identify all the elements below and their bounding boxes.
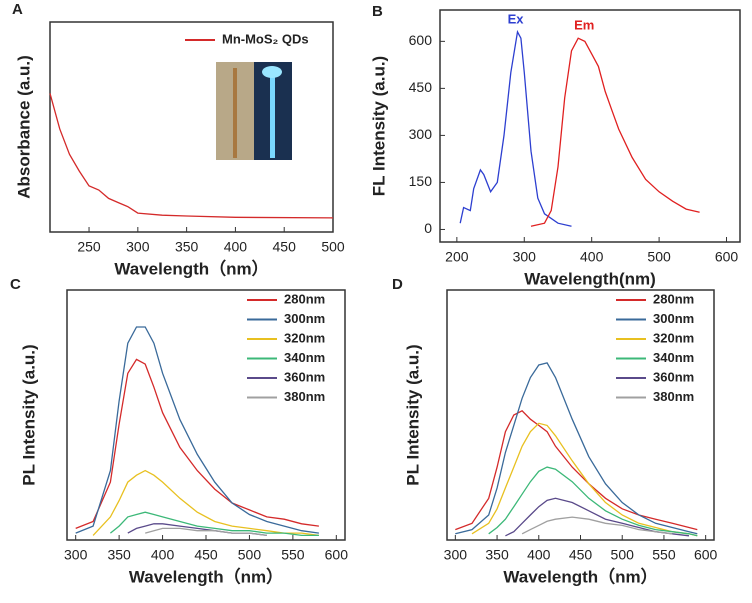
series-line (455, 362, 698, 535)
series-line (75, 358, 319, 530)
series-line (488, 466, 698, 537)
plot-frame (446, 289, 715, 541)
x-tick-label: 500 (321, 239, 345, 255)
legend-label: 300nm (284, 311, 325, 326)
y-tick-label: 0 (424, 220, 432, 236)
y-axis-label: PL Intensity (a.u.) (403, 344, 422, 485)
plot-frame (439, 9, 741, 243)
y-tick-label: 300 (409, 126, 433, 142)
legend-label: Mn-MoS₂ QDs (222, 31, 309, 46)
series-line (145, 527, 267, 537)
series-line (459, 29, 572, 227)
y-axis-label: Absorbance (a.u.) (14, 55, 33, 199)
y-tick-label: 150 (409, 173, 433, 189)
legend-label: 320nm (653, 330, 694, 345)
legend-label: 380nm (284, 389, 325, 404)
x-tick-label: 300 (513, 249, 537, 265)
panel-label: A (12, 1, 23, 18)
x-tick-label: 600 (325, 547, 349, 563)
x-tick-label: 250 (77, 239, 101, 255)
y-tick-label: 600 (409, 32, 433, 48)
x-tick-label: 550 (652, 547, 676, 563)
x-tick-label: 300 (444, 547, 468, 563)
x-tick-label: 450 (194, 547, 218, 563)
x-axis-label: Wavelength(nm) (524, 269, 656, 288)
x-axis-label: Wavelength（nm） (503, 566, 657, 586)
series-line (75, 326, 319, 534)
x-tick-label: 450 (273, 239, 297, 255)
legend-label: 300nm (653, 311, 694, 326)
legend-label: 320nm (284, 330, 325, 345)
plot-frame (66, 289, 346, 541)
panel-label: C (10, 276, 21, 293)
x-tick-label: 500 (647, 249, 671, 265)
series-line (455, 410, 698, 531)
panel-label: D (392, 276, 403, 293)
x-tick-label: 400 (580, 249, 604, 265)
series-label: Em (574, 18, 594, 33)
x-tick-label: 300 (64, 547, 88, 563)
x-tick-label: 450 (569, 547, 593, 563)
legend-label: 340nm (284, 350, 325, 365)
series-line (521, 516, 673, 535)
y-axis-label: PL Intensity (a.u.) (19, 344, 38, 485)
y-tick-label: 450 (409, 79, 433, 95)
x-tick-label: 400 (527, 547, 551, 563)
y-axis-label: FL Intensity (a.u.) (369, 56, 388, 196)
x-tick-label: 200 (445, 249, 469, 265)
x-tick-label: 300 (126, 239, 150, 255)
x-axis-label: Wavelength（nm） (129, 566, 283, 586)
legend-label: 280nm (653, 291, 694, 306)
series-line (530, 37, 700, 227)
series-line (471, 422, 698, 537)
x-tick-label: 350 (485, 547, 509, 563)
series-line (49, 93, 334, 219)
series-line (109, 511, 319, 537)
plot-frame (49, 21, 334, 233)
legend-label: 360nm (284, 369, 325, 384)
x-tick-label: 600 (694, 547, 718, 563)
legend-label: 280nm (284, 291, 325, 306)
series-label: Ex (508, 11, 525, 26)
legend-label: 360nm (653, 369, 694, 384)
x-tick-label: 350 (107, 547, 131, 563)
x-tick-label: 550 (281, 547, 305, 563)
inset-photo (216, 62, 292, 160)
series-line (92, 469, 319, 537)
x-tick-label: 600 (715, 249, 739, 265)
x-tick-label: 350 (175, 239, 199, 255)
legend-label: 380nm (653, 389, 694, 404)
x-tick-label: 400 (151, 547, 175, 563)
x-tick-label: 500 (611, 547, 635, 563)
panel-label: B (372, 3, 383, 20)
x-tick-label: 500 (238, 547, 262, 563)
x-tick-label: 400 (224, 239, 248, 255)
legend-label: 340nm (653, 350, 694, 365)
x-axis-label: Wavelength（nm） (114, 258, 268, 278)
series-line (505, 497, 690, 537)
